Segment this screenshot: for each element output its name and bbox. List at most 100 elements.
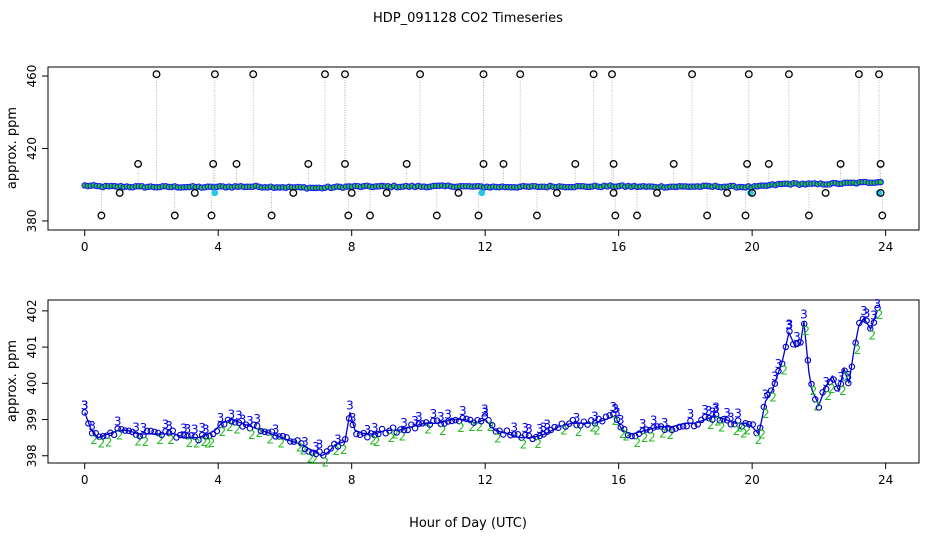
filtered-sample-point <box>217 421 224 429</box>
point-label-3: 3 <box>198 421 206 435</box>
y-axis-label-top: approx. ppm <box>5 107 20 189</box>
point-label-2: 2 <box>296 440 304 454</box>
point-label-2: 2 <box>744 423 752 437</box>
filtered-sample-point <box>672 425 679 432</box>
filtered-sample-point <box>250 421 257 429</box>
point-label-3: 3 <box>540 420 548 434</box>
point-label-2: 2 <box>200 435 208 449</box>
filtered-sample-point <box>279 432 287 440</box>
filtered-sample-point <box>463 415 470 423</box>
spike-sample-point <box>382 188 391 197</box>
filtered-sample-point <box>265 429 272 436</box>
filtered-sample-point <box>224 416 232 424</box>
filtered-sample-point <box>573 421 580 429</box>
point-label-3: 3 <box>771 370 779 384</box>
spike-sample-point <box>289 188 298 197</box>
filtered-sample-point <box>496 427 503 434</box>
point-label-3: 3 <box>180 422 188 436</box>
filtered-sample-point <box>389 424 397 431</box>
filtered-sample-point <box>228 418 235 425</box>
filtered-sample-point <box>852 339 859 347</box>
filtered-sample-point <box>327 445 334 452</box>
point-label-3: 3 <box>785 319 793 333</box>
point-label-2: 2 <box>476 420 484 434</box>
filtered-sample-point <box>712 411 720 418</box>
filtered-sample-point <box>448 417 456 425</box>
spike-sample-point <box>611 211 620 220</box>
point-label-2: 2 <box>755 433 763 447</box>
filtered-sample-point <box>261 428 268 436</box>
filtered-sample-point <box>283 434 290 441</box>
filtered-sample-point <box>404 426 411 434</box>
point-label-2: 2 <box>105 436 113 450</box>
spike-sample-point <box>875 70 883 79</box>
bottom-x-tick-label: 16 <box>611 473 626 487</box>
point-label-3: 3 <box>734 407 742 421</box>
point-label-3: 3 <box>301 435 309 449</box>
spike-sample-point <box>609 188 618 197</box>
filtered-sample-point <box>661 426 668 434</box>
spike-sample-point <box>432 211 441 220</box>
filtered-sample-point <box>800 320 808 328</box>
filtered-sample-point <box>441 420 448 427</box>
spike-sample-point <box>784 70 793 79</box>
filtered-sample-point <box>437 420 445 428</box>
point-label-3: 3 <box>217 411 225 425</box>
filtered-sample-point <box>114 425 121 432</box>
point-label-2: 2 <box>226 420 234 434</box>
spike-sample-point <box>321 70 329 79</box>
point-label-3: 3 <box>800 308 808 322</box>
point-label-3: 3 <box>536 422 544 436</box>
baseline-sample-point <box>877 178 884 186</box>
top-x-tick-label: 12 <box>478 240 493 254</box>
spike-sample-point <box>854 70 863 79</box>
point-label-2: 2 <box>424 422 432 436</box>
point-label-2: 2 <box>134 435 142 449</box>
point-label-2: 2 <box>810 384 818 398</box>
point-label-2: 2 <box>266 433 274 447</box>
point-label-2: 2 <box>575 425 583 439</box>
point-label-3: 3 <box>613 406 621 420</box>
filtered-sample-point <box>555 424 562 431</box>
filtered-sample-point <box>643 426 650 433</box>
point-label-2: 2 <box>707 418 715 432</box>
spike-sample-point <box>454 188 463 197</box>
filtered-sample-point <box>786 328 793 335</box>
point-label-3: 3 <box>162 417 170 431</box>
spike-sample-point <box>479 70 488 79</box>
point-label-2: 2 <box>780 364 788 378</box>
y-axis-label-bottom: approx. ppm <box>5 340 20 422</box>
filtered-sample-point <box>690 422 698 430</box>
filtered-sample-point <box>525 432 533 440</box>
spike-sample-point <box>402 159 411 168</box>
spike-sample-point <box>743 159 752 168</box>
filtered-sample-point <box>459 414 467 422</box>
point-label-3: 3 <box>239 413 247 427</box>
filtered-sample-point <box>85 420 92 427</box>
point-label-3: 3 <box>444 408 452 422</box>
filtered-sample-point <box>276 433 283 440</box>
spike-sample-point <box>190 188 199 197</box>
point-label-2: 2 <box>520 438 528 452</box>
point-label-2: 2 <box>868 328 876 342</box>
top-y-tick-label: 460 <box>25 65 39 88</box>
point-label-3: 3 <box>712 401 720 415</box>
point-label-3: 3 <box>81 398 89 412</box>
point-label-2: 2 <box>340 443 348 457</box>
filtered-sample-point <box>654 423 661 430</box>
spike-sample-point <box>304 159 313 168</box>
point-label-2: 2 <box>494 432 502 446</box>
filtered-sample-point <box>213 427 221 435</box>
filtered-sample-point <box>110 431 118 439</box>
filtered-sample-point <box>705 414 713 422</box>
filtered-sample-point <box>566 420 573 427</box>
spike-sample-point <box>97 211 106 220</box>
filtered-sample-point <box>745 420 753 428</box>
point-label-2: 2 <box>769 391 777 405</box>
spike-sample-point <box>344 211 353 220</box>
filtered-sample-point <box>793 340 801 348</box>
spike-sample-point <box>479 159 488 168</box>
point-label-3: 3 <box>837 370 845 384</box>
filtered-sample-point <box>353 430 360 438</box>
bottom-x-tick-label: 4 <box>214 473 222 487</box>
